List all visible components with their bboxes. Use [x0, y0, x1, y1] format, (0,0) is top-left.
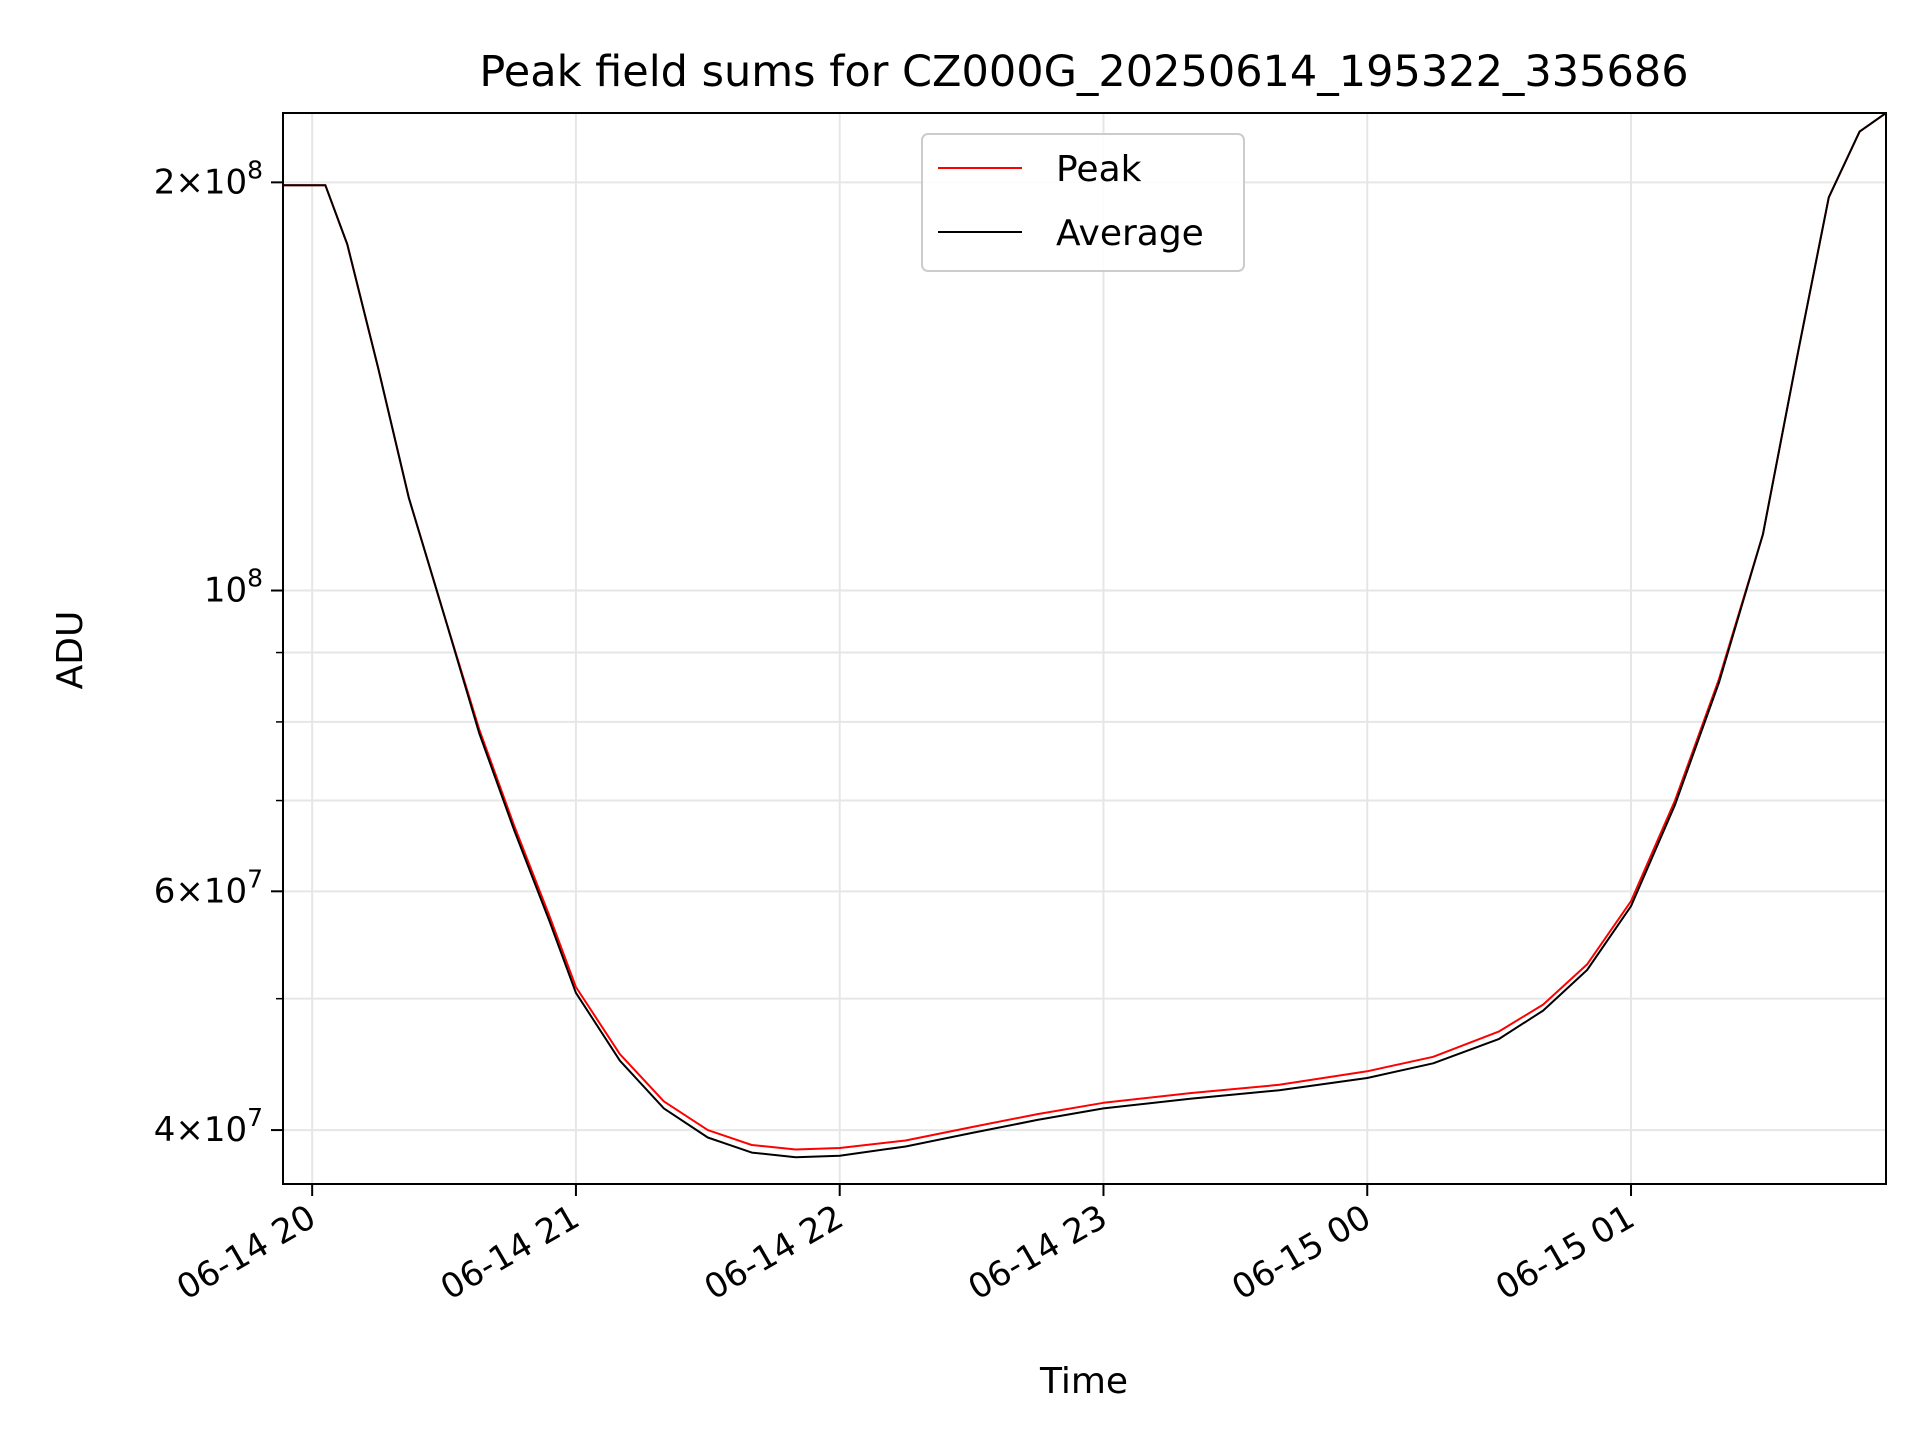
y-axis-label: ADU — [50, 611, 91, 690]
y-tick-label: 6×107 — [154, 864, 263, 911]
series-line-average — [283, 113, 1886, 1159]
y-tick-label: 4×107 — [154, 1103, 263, 1150]
series-lines — [283, 113, 1886, 1159]
legend: Peak Average — [921, 133, 1245, 272]
y-tick-label: 108 — [204, 564, 263, 611]
plot-frame — [282, 112, 1887, 1185]
chart-title: Peak field sums for CZ000G_20250614_1953… — [479, 47, 1688, 97]
y-axis-ticks: 4×107 6×107 108 2×108 — [154, 155, 283, 1150]
x-axis-label: Time — [1039, 1361, 1128, 1402]
legend-label-average: Average — [1056, 213, 1204, 254]
y-tick-label: 2×108 — [154, 155, 263, 202]
legend-label-peak: Peak — [1056, 149, 1142, 190]
